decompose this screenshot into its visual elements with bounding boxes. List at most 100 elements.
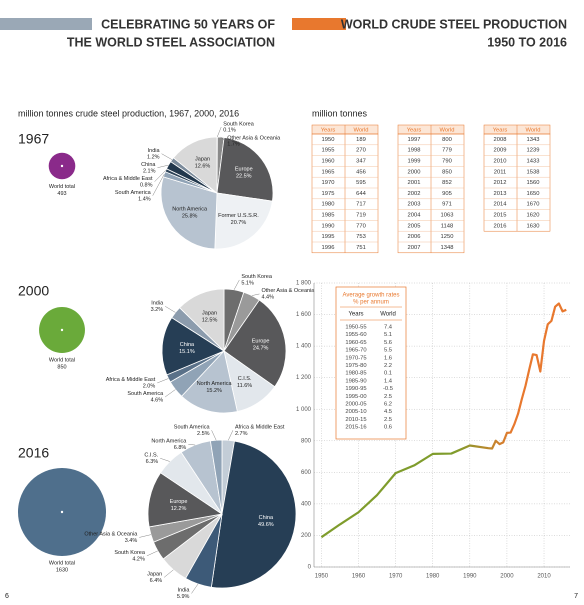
table-header: World — [439, 127, 454, 133]
leader-line — [161, 153, 173, 160]
table-cell: 2007 — [408, 245, 421, 251]
table-cell: 751 — [356, 245, 366, 251]
slice-value-label: 12.5% — [202, 318, 218, 324]
inset-box — [335, 286, 407, 440]
y-tick-label: 1 200 — [296, 375, 312, 381]
inset-cell: 0.1 — [384, 371, 392, 377]
world-total-value: 1630 — [56, 567, 68, 573]
slice-label: North America — [197, 381, 233, 387]
inset-cell: 5.6 — [384, 340, 392, 346]
slice-value-label: 3.2% — [151, 307, 164, 313]
table-cell: 2012 — [494, 180, 507, 186]
inset-cell: 1965-70 — [345, 348, 366, 354]
slice-label: Japan — [202, 311, 217, 317]
slice-label: Africa & Middle East — [106, 377, 156, 383]
slice-value-label: 49.6% — [258, 522, 274, 528]
pie-slice — [209, 439, 223, 515]
table-cell: 1620 — [527, 213, 540, 219]
table-cell: 2003 — [408, 202, 421, 208]
slice-label: South America — [127, 391, 164, 397]
leader-line — [191, 583, 199, 594]
slice-label: Other Asia & Oceania — [227, 135, 281, 141]
world-total-value: 850 — [57, 364, 66, 370]
slice-label: South America — [115, 190, 152, 196]
inset-cell: 0.6 — [384, 425, 392, 431]
world-total-dot — [60, 164, 64, 168]
table-header: Years — [493, 127, 508, 133]
inset-cell: 1975-80 — [345, 363, 366, 369]
slice-label: Former U.S.S.R. — [218, 213, 259, 219]
slice-label: China — [259, 515, 274, 521]
page-number: 6 — [5, 593, 9, 600]
header-bar — [292, 18, 346, 30]
slice-value-label: 4.4% — [261, 295, 274, 301]
slice-value-label: 4.6% — [151, 398, 164, 404]
inset-cell: 1950-55 — [345, 325, 366, 331]
table-cell: 1348 — [441, 245, 454, 251]
table-cell: 1998 — [408, 148, 421, 154]
slice-label: North America — [172, 206, 208, 212]
slice-value-label: 6.3% — [146, 459, 159, 465]
header-bar — [0, 18, 92, 30]
y-tick-label: 0 — [308, 565, 312, 571]
x-tick-label: 2000 — [500, 574, 514, 580]
y-tick-label: 200 — [301, 533, 312, 539]
leader-line — [160, 458, 170, 462]
slice-value-label: 12.6% — [195, 164, 211, 170]
table-cell: 800 — [442, 137, 452, 143]
table-cell: 971 — [442, 202, 452, 208]
slice-value-label: 0.8% — [140, 182, 153, 188]
left-header-line: THE WORLD STEEL ASSOCIATION — [67, 35, 275, 49]
slice-value-label: 25.8% — [182, 213, 198, 219]
x-tick-label: 2010 — [537, 574, 551, 580]
pie-slice — [214, 192, 273, 250]
slice-value-label: 0.1% — [223, 128, 236, 134]
table-cell: 1997 — [408, 137, 421, 143]
pie-slice — [181, 350, 238, 414]
x-tick-label: 1950 — [315, 574, 329, 580]
table-cell: 905 — [442, 191, 452, 197]
leader-line — [154, 170, 166, 182]
pie-year: 2016 — [18, 445, 49, 461]
slice-label: China — [141, 162, 156, 168]
inset-cell: 2010-15 — [345, 417, 366, 423]
inset-cell: 2.2 — [384, 363, 392, 369]
table-cell: 1239 — [527, 148, 540, 154]
table-cell: 2002 — [408, 191, 421, 197]
x-tick-label: 1970 — [389, 574, 403, 580]
table-cell: 2006 — [408, 234, 421, 240]
slice-label: India — [151, 301, 164, 307]
slice-value-label: 2.0% — [143, 384, 156, 390]
slice-label: Europe — [235, 167, 253, 173]
table-cell: 1970 — [322, 180, 335, 186]
pie-slice — [216, 137, 274, 202]
inset-cell: 4.5 — [384, 409, 392, 415]
y-tick-label: 1 400 — [296, 344, 312, 350]
inset-title: Average growth rates — [343, 293, 400, 299]
slice-label: India — [148, 148, 161, 154]
table-cell: 719 — [356, 213, 366, 219]
world-total-label: World total — [49, 560, 75, 566]
slice-label: Africa & Middle East — [235, 425, 285, 431]
pie-slice — [172, 136, 218, 194]
left-header-line: CELEBRATING 50 YEARS OF — [101, 17, 275, 31]
slice-value-label: 5.1% — [241, 281, 254, 287]
slice-value-label: 4.2% — [132, 557, 145, 563]
slice-value-label: 3.4% — [125, 538, 138, 544]
slice-value-label: 20.7% — [231, 220, 247, 226]
table-cell: 770 — [356, 223, 366, 229]
leader-line — [217, 126, 222, 138]
slice-label: Other Asia & Oceania — [84, 532, 138, 538]
world-total-dot — [60, 510, 64, 514]
slice-label: China — [180, 342, 195, 348]
pie-year: 2000 — [18, 283, 49, 299]
table-cell: 1950 — [322, 137, 335, 143]
table-cell: 1960 — [322, 159, 335, 165]
table-cell: 456 — [356, 169, 366, 175]
table-cell: 1975 — [322, 191, 335, 197]
inset-cell: 1980-85 — [345, 371, 366, 377]
table-header: World — [353, 127, 368, 133]
leader-line — [233, 279, 240, 290]
y-tick-label: 800 — [301, 438, 312, 444]
table-cell: 1343 — [527, 137, 540, 143]
